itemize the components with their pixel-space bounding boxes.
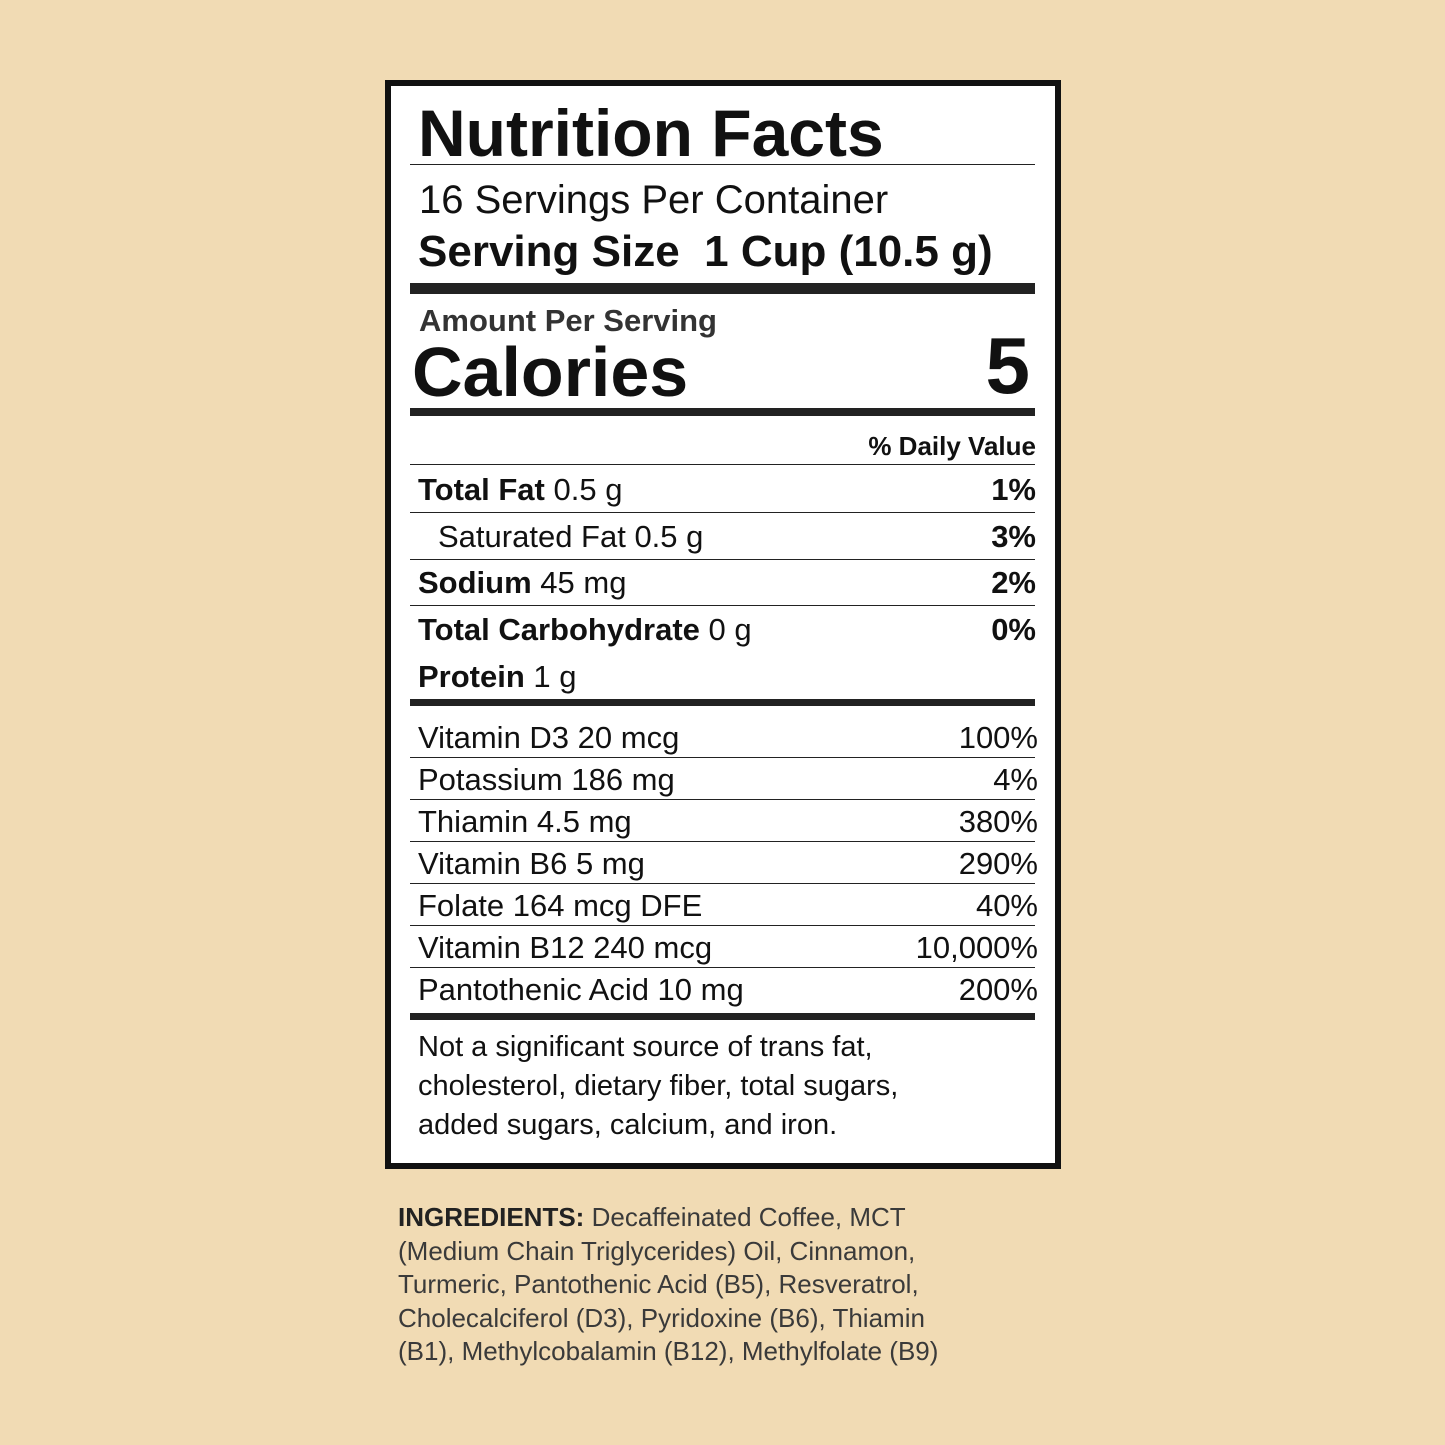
vitamin-dv: 10,000% <box>915 929 1038 965</box>
vitamin-name: Thiamin 4.5 mg <box>418 803 632 839</box>
calories-value: 5 <box>985 321 1031 410</box>
vitamin-dv: 290% <box>958 845 1038 881</box>
nutrient-amount: 0 g <box>708 611 752 647</box>
ingredients-line: Cholecalciferol (D3), Pyridoxine (B6), T… <box>398 1302 925 1333</box>
vitamin-name: Vitamin B12 240 mcg <box>418 929 713 965</box>
servings-per-container: 16 Servings Per Container <box>419 178 889 222</box>
label-box <box>385 80 1061 1169</box>
rule <box>410 799 1035 800</box>
nutrient-dv: 0% <box>991 611 1036 647</box>
amount-per-serving: Amount Per Serving <box>419 302 717 338</box>
nutrient-dv: 1% <box>991 471 1036 507</box>
rule <box>410 1013 1035 1020</box>
serving-size-value: 1 Cup (10.5 g) <box>704 227 993 276</box>
vitamin-name: Potassium 186 mg <box>418 761 675 797</box>
title: Nutrition Facts <box>418 96 884 170</box>
rule <box>410 512 1035 513</box>
nutrient-name: Saturated Fat 0.5 g <box>438 518 704 554</box>
nutrient-amount: 1 g <box>533 658 577 694</box>
rule <box>410 925 1035 926</box>
daily-value-header: % Daily Value <box>868 431 1036 461</box>
vitamin-dv: 100% <box>958 719 1038 755</box>
rule <box>410 559 1035 560</box>
nutrient-dv: 3% <box>991 518 1036 554</box>
rule <box>410 883 1035 884</box>
ingredients-line: (B1), Methylcobalamin (B12), Methylfolat… <box>398 1336 939 1366</box>
nutrient-row: Protein 1 g <box>418 661 577 692</box>
rule <box>410 408 1035 416</box>
nutrient-name: Total Fat <box>418 471 545 507</box>
vitamin-name: Vitamin D3 20 mcg <box>418 719 680 755</box>
serving-size-label: Serving Size <box>418 227 680 276</box>
rule <box>410 841 1035 842</box>
vitamin-dv: 200% <box>958 971 1038 1007</box>
rule <box>410 699 1035 706</box>
ingredients-line: Turmeric, Pantothenic Acid (B5), Resvera… <box>398 1269 919 1299</box>
nutrient-amount: 45 mg <box>540 564 627 600</box>
nutrient-row: Sodium 45 mg <box>418 567 626 598</box>
rule <box>410 967 1035 968</box>
vitamin-name: Vitamin B6 5 mg <box>418 845 645 881</box>
rule <box>410 605 1035 606</box>
vitamin-name: Folate 164 mcg DFE <box>418 887 703 923</box>
rule <box>410 283 1035 294</box>
vitamin-name: Pantothenic Acid 10 mg <box>418 971 744 1007</box>
footnote-line: added sugars, calcium, and iron. <box>418 1108 838 1141</box>
nutrient-name: Sodium <box>418 564 532 600</box>
calories-label: Calories <box>412 333 689 411</box>
vitamin-dv: 4% <box>993 761 1038 797</box>
footnote-line: Not a significant source of trans fat, <box>418 1030 873 1063</box>
vitamin-dv: 40% <box>975 887 1038 923</box>
nutrient-row: Saturated Fat 0.5 g <box>438 521 703 552</box>
ingredients-line: INGREDIENTS: Decaffeinated Coffee, MCT <box>398 1204 906 1230</box>
footnote-line: cholesterol, dietary fiber, total sugars… <box>418 1069 899 1102</box>
nutrient-name: Protein <box>418 658 525 694</box>
rule <box>410 164 1035 165</box>
nutrient-row: Total Fat 0.5 g <box>418 474 622 505</box>
ingredients-line: (Medium Chain Triglycerides) Oil, Cinnam… <box>398 1235 916 1266</box>
vitamin-dv: 380% <box>958 803 1038 839</box>
rule <box>410 757 1035 758</box>
ingredients-label: INGREDIENTS: <box>398 1202 585 1232</box>
ingredients-text: Decaffeinated Coffee, MCT <box>591 1202 906 1232</box>
nutrient-row: Total Carbohydrate 0 g <box>418 614 752 645</box>
rule <box>410 464 1035 465</box>
nutrient-amount: 0.5 g <box>553 471 623 507</box>
nutrient-dv: 2% <box>991 564 1036 600</box>
serving-size: Serving Size 1 Cup (10.5 g) <box>418 230 993 274</box>
nutrient-name: Total Carbohydrate <box>418 611 700 647</box>
